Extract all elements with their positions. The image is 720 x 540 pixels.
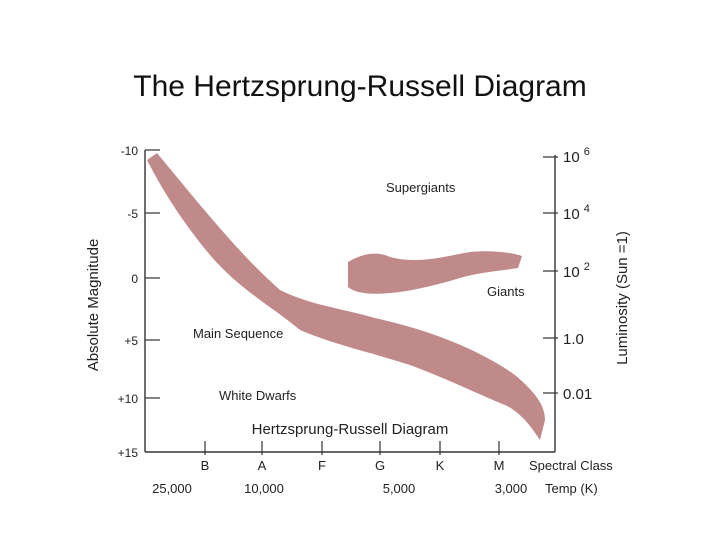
- spectral-class-axis-label: Spectral Class: [529, 458, 613, 473]
- magnitude-tick: +10: [118, 392, 139, 406]
- luminosity-tick: 10 2: [563, 261, 590, 281]
- right-axis-title: Luminosity (Sun =1): [614, 231, 631, 365]
- main-sequence-label: Main Sequence: [193, 326, 283, 341]
- temp-axis-label: Temp (K): [545, 481, 598, 496]
- luminosity-tick: 0.01: [563, 386, 592, 403]
- temperature-label: 5,000: [383, 481, 416, 496]
- luminosity-tick: 1.0: [563, 331, 584, 348]
- temperature-label: 25,000: [152, 481, 192, 496]
- temperature-label: 3,000: [495, 481, 528, 496]
- spectral-class-label: F: [318, 458, 326, 473]
- magnitude-tick: -5: [127, 207, 138, 221]
- temperature-label: 10,000: [244, 481, 284, 496]
- magnitude-tick: -10: [121, 144, 139, 158]
- spectral-class-label: A: [258, 458, 267, 473]
- magnitude-tick: 0: [131, 272, 138, 286]
- supergiants-label: Supergiants: [386, 180, 456, 195]
- left-axis-title: Absolute Magnitude: [85, 239, 102, 372]
- slide-title: The Hertzsprung-Russell Diagram: [133, 70, 587, 103]
- magnitude-tick: +15: [118, 446, 139, 460]
- spectral-class-label: B: [201, 458, 210, 473]
- luminosity-tick: 10 4: [563, 203, 590, 223]
- giants-label: Giants: [487, 284, 525, 299]
- magnitude-tick: +5: [124, 334, 138, 348]
- inner-diagram-title: Hertzsprung-Russell Diagram: [252, 421, 449, 438]
- main-sequence-band: [147, 153, 545, 440]
- luminosity-tick: 10 6: [563, 146, 590, 166]
- spectral-class-label: G: [375, 458, 385, 473]
- white-dwarfs-label: White Dwarfs: [219, 388, 297, 403]
- giants-band: [348, 251, 522, 294]
- spectral-class-label: K: [436, 458, 445, 473]
- spectral-class-label: M: [494, 458, 505, 473]
